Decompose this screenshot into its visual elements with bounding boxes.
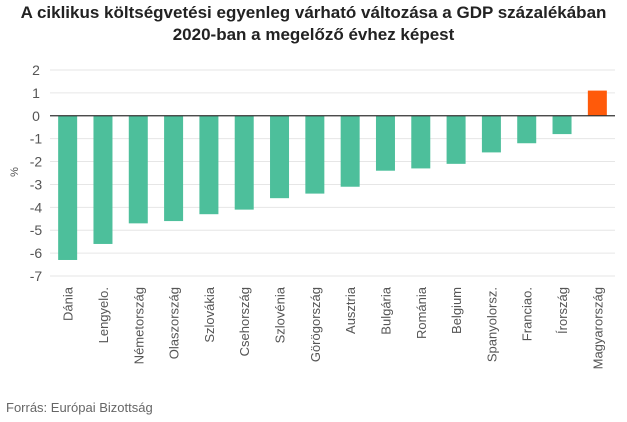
bar: [446, 115, 466, 164]
y-tick-labels: 2 1 0 -1 -2 -3 -4 -5 -6 -7: [30, 62, 43, 284]
bar: [305, 115, 325, 194]
y-tick-label: -1: [30, 131, 43, 147]
bar: [375, 115, 395, 171]
bar: [340, 115, 360, 187]
x-category-label: Dánia: [61, 286, 76, 321]
y-tick-label: -4: [30, 199, 43, 215]
x-category-label: Spanyolorsz.: [484, 287, 499, 362]
chart-title-line-1: A ciklikus költségvetési egyenleg várhat…: [20, 3, 607, 22]
bar: [128, 115, 148, 224]
y-tick-label: -7: [30, 268, 43, 284]
bar: [517, 115, 537, 144]
x-category-label: Olaszország: [167, 287, 182, 359]
x-category-label: Szlovénia: [273, 286, 288, 343]
x-category-label: Görögország: [308, 287, 323, 362]
y-tick-label: -3: [30, 176, 43, 192]
x-category-label: Bulgária: [378, 286, 393, 334]
bars: [58, 90, 607, 260]
x-category-label: Románia: [414, 286, 429, 339]
chart-title-line-2: 2020-ban a megelőző évhez képest: [172, 25, 455, 44]
bar: [587, 90, 607, 116]
bar: [234, 115, 254, 210]
y-axis-label: %: [9, 167, 21, 177]
x-category-labels: Dánia Lengyelo. Németország Olaszország Szlo…: [61, 286, 606, 369]
bar: [270, 115, 290, 199]
source-note: Forrás: Európai Bizottság: [6, 400, 153, 415]
x-category-label: Csehország: [237, 287, 252, 356]
y-tick-label: 1: [32, 85, 40, 101]
y-tick-label: 0: [32, 108, 40, 124]
bar: [199, 115, 219, 215]
bar: [93, 115, 113, 244]
y-tick-label: -5: [30, 222, 43, 238]
x-category-label: Írország: [555, 287, 570, 334]
x-category-label: Belgium: [449, 287, 464, 334]
x-category-label: Franciao.: [520, 287, 535, 341]
x-category-label: Ausztria: [343, 286, 358, 334]
bar: [411, 115, 431, 169]
bar-chart: 2 1 0 -1 -2 -3 -4 -5 -6 -7 Dánia Lengyelo. Németors…: [9, 62, 615, 369]
bar: [58, 115, 78, 260]
y-tick-label: 2: [32, 62, 40, 78]
x-category-label: Németország: [131, 287, 146, 364]
bar: [164, 115, 184, 222]
bar: [552, 115, 572, 135]
x-category-label: Szlovákia: [202, 286, 217, 342]
y-tick-label: -2: [30, 154, 43, 170]
x-category-label: Magyarország: [590, 287, 605, 369]
x-category-label: Lengyelo.: [96, 287, 111, 343]
bar: [481, 115, 501, 153]
y-tick-label: -6: [30, 245, 43, 261]
